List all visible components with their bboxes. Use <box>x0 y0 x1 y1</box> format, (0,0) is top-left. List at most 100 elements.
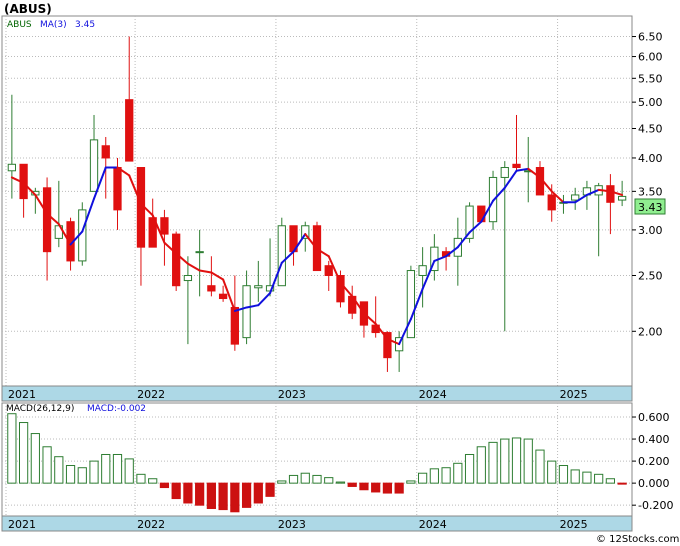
ma-segment <box>34 193 49 215</box>
macd-bar <box>324 477 334 484</box>
macd-y-tick-label: 0.600 <box>638 411 670 424</box>
macd-bar <box>558 465 569 484</box>
macd-x-tick-label: 2023 <box>278 518 306 531</box>
ma-segment <box>198 269 213 274</box>
ma-segment <box>585 188 600 196</box>
macd-bar <box>511 437 522 484</box>
price-y-tick-label: 4.00 <box>638 152 663 165</box>
ma-segment <box>362 312 377 325</box>
price-x-tick-label: 2025 <box>560 388 588 401</box>
ma-segment <box>339 281 354 298</box>
macd-bar <box>183 482 193 504</box>
macd-y-tick-label: 0.400 <box>638 433 670 446</box>
macd-bar <box>594 473 604 484</box>
ma-segment <box>139 202 154 217</box>
ma-segment <box>609 190 624 196</box>
macd-x-tick-label: 2025 <box>560 518 588 531</box>
macd-bar <box>605 478 616 484</box>
candle-body <box>465 205 474 239</box>
macd-bar <box>218 482 228 511</box>
macd-bar <box>382 482 393 494</box>
candle-body <box>547 194 556 211</box>
macd-bar <box>570 469 580 484</box>
ma-segment <box>304 233 318 250</box>
macd-x-ticks: 2021 2022 2023 2024 2025 <box>8 518 588 531</box>
ma-segment <box>257 292 272 307</box>
ma-segment <box>93 166 107 200</box>
macd-bar <box>441 467 451 484</box>
macd-y-ticks: 0.600 0.400 0.200 0.000 -0.200 <box>632 411 673 512</box>
macd-legend-value: MACD:-0.002 <box>87 404 146 414</box>
price-x-ticks: 2021 2022 2023 2024 2025 <box>8 388 588 401</box>
macd-bars <box>7 413 627 513</box>
candle-body <box>277 225 286 287</box>
candle-body <box>477 205 486 223</box>
ma-segment <box>351 295 365 315</box>
macd-bar <box>347 482 357 487</box>
candle-body <box>324 265 333 276</box>
candle-body <box>195 251 204 254</box>
last-price-label: 3.43 <box>638 201 663 214</box>
candle-body <box>242 285 251 339</box>
ma-segment <box>116 166 131 177</box>
macd-bar <box>241 482 252 508</box>
price-y-tick-label: 2.00 <box>638 325 663 338</box>
macd-bar <box>195 482 205 506</box>
ma-segment <box>515 167 530 172</box>
macd-y-tick-label: 0.200 <box>638 455 670 468</box>
macd-bar <box>18 422 29 484</box>
macd-bar <box>617 482 627 485</box>
macd-bar <box>312 474 322 484</box>
candle-body <box>113 167 122 211</box>
candle-body <box>606 185 615 203</box>
ma-segment <box>245 304 260 309</box>
ma-segment <box>81 197 96 233</box>
ma-segment <box>398 318 412 346</box>
candle-body <box>42 187 52 253</box>
macd-x-tick-label: 2021 <box>8 518 36 531</box>
ma-segment <box>503 169 518 189</box>
macd-bar <box>488 441 498 484</box>
candle-body <box>7 163 17 172</box>
price-y-tick-label: 6.00 <box>638 51 663 64</box>
price-legend-symbol: ABUS <box>7 20 32 30</box>
price-ma-line <box>10 166 624 346</box>
macd-bar <box>171 482 181 500</box>
price-legend-ma-label: MA(3) <box>40 20 67 30</box>
ma-segment <box>468 220 483 234</box>
macd-x-tick-label: 2024 <box>419 518 447 531</box>
price-y-tick-label: 6.50 <box>638 31 663 44</box>
candle-body <box>230 306 239 345</box>
ma-segment <box>456 231 471 249</box>
macd-bar <box>124 458 134 484</box>
ma-segment <box>46 212 60 226</box>
price-y-tick-label: 4.50 <box>638 122 663 135</box>
ma-segment <box>10 176 25 184</box>
macd-bar <box>112 453 123 484</box>
price-y-tick-label: 2.50 <box>638 269 663 282</box>
ma-segment <box>175 252 189 265</box>
ma-segment <box>492 186 506 202</box>
ma-segment <box>480 199 495 223</box>
macd-y-tick-label: 0.000 <box>638 477 670 490</box>
ma-segment <box>445 246 459 258</box>
ma-segment <box>151 214 166 244</box>
ma-segment <box>374 322 389 340</box>
candle-body <box>125 99 134 162</box>
ma-segment <box>186 262 201 272</box>
macd-bar <box>159 482 170 489</box>
candle-body <box>512 163 521 169</box>
ma-segment <box>210 271 225 281</box>
price-legend-ma-value: 3.45 <box>75 20 95 30</box>
macd-bar <box>300 472 310 484</box>
ma-segment <box>222 278 236 312</box>
last-price-tag <box>634 198 666 215</box>
macd-x-tick-label: 2022 <box>137 518 165 531</box>
price-y-tick-label: 5.00 <box>638 96 663 109</box>
ma-segment <box>550 190 565 204</box>
ma-segment <box>57 223 72 246</box>
price-y-tick-label: 5.50 <box>638 72 663 85</box>
ma-segment <box>386 337 401 346</box>
candle-body <box>207 285 216 292</box>
ma-segment <box>22 181 37 196</box>
